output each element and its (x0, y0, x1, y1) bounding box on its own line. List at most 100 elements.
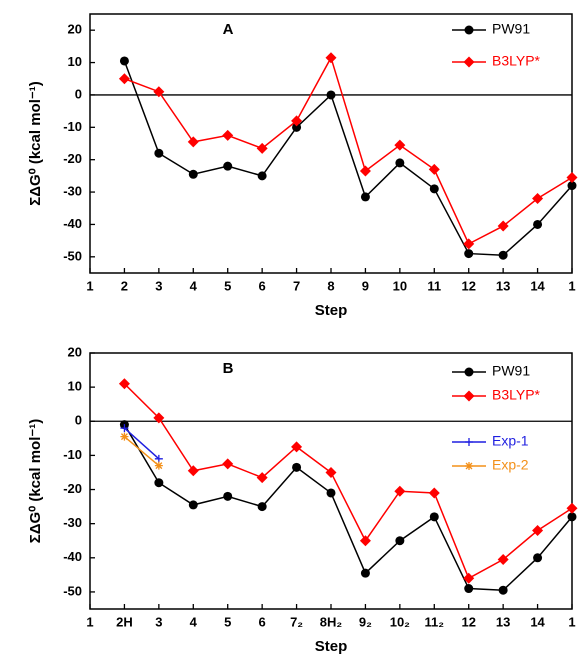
marker (533, 553, 543, 563)
legend-label: B3LYP* (492, 387, 541, 403)
x-tick-label: 7 (293, 278, 300, 293)
marker (464, 25, 474, 35)
marker (567, 512, 577, 522)
series-line (123, 60, 573, 256)
marker (532, 524, 544, 536)
marker (291, 115, 303, 127)
marker (463, 56, 475, 68)
marker (532, 193, 544, 205)
legend-label: PW91 (492, 363, 530, 379)
x-tick-label: 6 (259, 278, 266, 293)
y-tick-label: -30 (63, 184, 82, 199)
x-tick-label: 9 (362, 278, 369, 293)
marker (118, 73, 130, 85)
y-tick-label: -50 (63, 248, 82, 263)
marker (533, 219, 543, 229)
x-tick-label: 13 (496, 278, 510, 293)
marker (566, 171, 578, 183)
marker (360, 192, 370, 202)
x-tick-label: 2H (116, 614, 133, 629)
marker (463, 572, 475, 584)
y-tick-label: -40 (63, 549, 82, 564)
marker (464, 249, 474, 259)
x-axis-label: Step (315, 302, 348, 319)
marker (464, 584, 474, 594)
legend-label: B3LYP* (492, 53, 541, 69)
marker (187, 465, 199, 477)
marker (188, 169, 198, 179)
series-line (123, 436, 160, 467)
x-axis-label: Step (315, 638, 348, 655)
x-tick-label: 3 (155, 278, 162, 293)
panel-title: A (223, 21, 234, 38)
series-line (123, 427, 160, 460)
marker (497, 554, 509, 566)
marker (188, 500, 198, 510)
marker (465, 462, 473, 470)
marker (359, 535, 371, 547)
marker (395, 158, 405, 168)
marker (360, 568, 370, 578)
x-tick-label: 4 (190, 278, 198, 293)
y-tick-label: 20 (68, 22, 82, 37)
marker (223, 161, 233, 171)
marker (566, 502, 578, 514)
marker (325, 466, 337, 478)
y-tick-label: -20 (63, 481, 82, 496)
marker (428, 163, 440, 175)
y-tick-label: -50 (63, 583, 82, 598)
y-tick-label: 10 (68, 379, 82, 394)
x-tick-label: 10 (393, 278, 407, 293)
marker (326, 488, 336, 498)
marker (222, 129, 234, 141)
marker (154, 148, 164, 158)
x-tick-label: 1 (568, 278, 575, 293)
legend-label: Exp-2 (492, 457, 529, 473)
x-tick-label: 14 (530, 614, 545, 629)
marker (153, 412, 165, 424)
marker (153, 86, 165, 98)
series-line (123, 424, 573, 591)
legend-label: PW91 (492, 21, 530, 37)
marker (256, 472, 268, 484)
marker (223, 491, 233, 501)
y-tick-label: 20 (68, 344, 82, 359)
y-axis-label: ΣΔG⁰ (kcal mol⁻¹) (27, 81, 44, 206)
marker (359, 165, 371, 177)
marker (325, 52, 337, 64)
y-tick-label: 0 (75, 86, 82, 101)
y-axis-label: ΣΔG⁰ (kcal mol⁻¹) (27, 419, 44, 544)
marker (154, 461, 163, 470)
marker (118, 378, 130, 390)
panel-title: B (223, 360, 234, 377)
marker (497, 220, 509, 232)
marker (291, 441, 303, 453)
y-tick-label: 0 (75, 413, 82, 428)
x-tick-label: 12 (461, 278, 475, 293)
marker (256, 142, 268, 154)
x-tick-label: 1 (86, 614, 93, 629)
marker (154, 454, 163, 463)
x-tick-label: 9₂ (359, 614, 372, 629)
x-tick-label: 3 (155, 614, 162, 629)
marker (257, 171, 267, 181)
marker (154, 478, 164, 488)
series-line (124, 55, 573, 245)
x-tick-label: 7₂ (290, 614, 303, 629)
x-tick-label: 8H₂ (320, 614, 343, 629)
y-tick-label: -30 (63, 515, 82, 530)
marker (120, 424, 129, 433)
x-tick-label: 10₂ (390, 614, 410, 629)
x-tick-label: 12 (461, 614, 475, 629)
series-line (123, 383, 573, 580)
y-tick-label: 10 (68, 54, 82, 69)
marker (120, 432, 129, 441)
y-tick-label: -10 (63, 447, 82, 462)
x-tick-label: 5 (224, 278, 231, 293)
marker (292, 462, 302, 472)
y-tick-label: -10 (63, 119, 82, 134)
marker (567, 181, 577, 191)
marker (394, 139, 406, 151)
marker (187, 136, 199, 148)
